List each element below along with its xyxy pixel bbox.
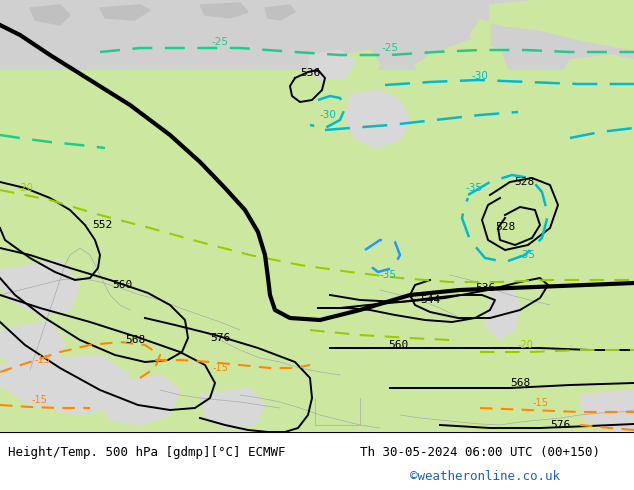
Polygon shape <box>308 50 355 80</box>
Text: -30: -30 <box>320 110 337 120</box>
Polygon shape <box>200 388 265 428</box>
Text: 528: 528 <box>514 177 534 187</box>
Polygon shape <box>470 0 634 55</box>
Text: -15: -15 <box>532 398 548 408</box>
Text: -35: -35 <box>380 270 396 280</box>
Polygon shape <box>0 260 80 315</box>
Polygon shape <box>345 90 410 148</box>
Text: 568: 568 <box>125 335 145 345</box>
Text: 576: 576 <box>550 420 570 430</box>
Text: -35: -35 <box>465 183 482 193</box>
Polygon shape <box>415 40 510 100</box>
Polygon shape <box>30 5 70 25</box>
Text: 576: 576 <box>210 333 230 343</box>
Text: 544: 544 <box>420 295 440 305</box>
Text: -15: -15 <box>212 363 228 373</box>
Text: Height/Temp. 500 hPa [gdmp][°C] ECMWF: Height/Temp. 500 hPa [gdmp][°C] ECMWF <box>8 445 285 459</box>
Polygon shape <box>0 70 634 432</box>
Text: 560: 560 <box>112 280 133 290</box>
Text: Th 30-05-2024 06:00 UTC (00+150): Th 30-05-2024 06:00 UTC (00+150) <box>360 445 600 459</box>
Polygon shape <box>200 3 248 18</box>
Text: 528: 528 <box>495 222 515 232</box>
Text: 560: 560 <box>388 340 408 350</box>
Polygon shape <box>0 0 634 432</box>
Text: -30: -30 <box>472 71 488 81</box>
Text: -20: -20 <box>18 183 34 193</box>
Text: -25: -25 <box>382 43 399 53</box>
Polygon shape <box>580 390 634 432</box>
Polygon shape <box>565 55 634 90</box>
Text: 536: 536 <box>475 283 495 293</box>
Text: -25: -25 <box>212 37 228 47</box>
Polygon shape <box>0 320 65 375</box>
Text: 536: 536 <box>300 68 320 78</box>
Polygon shape <box>100 5 150 20</box>
Text: 568: 568 <box>510 378 530 388</box>
Polygon shape <box>485 285 520 340</box>
Text: 552: 552 <box>92 220 112 230</box>
Polygon shape <box>0 432 634 490</box>
Text: -20: -20 <box>517 340 533 350</box>
Polygon shape <box>100 375 180 425</box>
Polygon shape <box>265 5 295 20</box>
Polygon shape <box>340 50 380 82</box>
Text: -15: -15 <box>35 355 51 365</box>
Text: -35: -35 <box>519 250 536 260</box>
Polygon shape <box>0 355 130 415</box>
Text: -15: -15 <box>32 395 48 405</box>
Text: ©weatheronline.co.uk: ©weatheronline.co.uk <box>410 469 560 483</box>
